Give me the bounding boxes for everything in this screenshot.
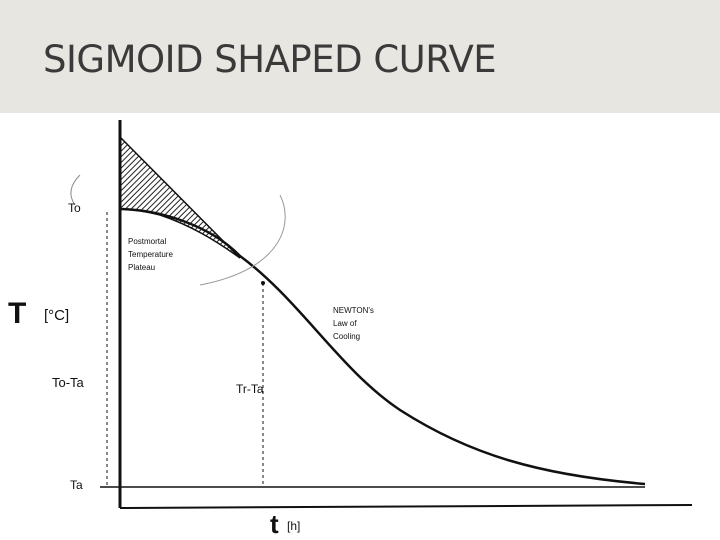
title-bar: SIGMOID SHAPED CURVE: [0, 0, 720, 113]
x-axis: [119, 504, 693, 509]
tr-ta-label: Tr-Ta: [236, 382, 264, 396]
plateau-label-line-1: Postmortal: [128, 237, 166, 246]
sigmoid-cooling-curve: [119, 207, 646, 486]
level-to-ta-label: To-Ta: [52, 375, 85, 390]
cooling-curve-diagram: T [°C] To To-Ta Ta Tr-Ta Postmortal Temp…: [8, 120, 693, 539]
newton-label-line-2: Law of: [333, 319, 357, 328]
y-axis-symbol: T: [8, 297, 26, 330]
x-axis-unit: [h]: [287, 519, 300, 533]
newton-label-line-1: NEWTON's: [333, 306, 374, 315]
newton-label-line-3: Cooling: [333, 332, 360, 341]
level-to-label: To: [68, 201, 81, 215]
plateau-label-line-2: Temperature: [128, 250, 173, 259]
level-ta-label: Ta: [70, 478, 83, 492]
plateau-label-line-3: Plateau: [128, 263, 155, 272]
curve-annotation-arc: [199, 194, 286, 286]
y-axis-unit: [°C]: [44, 307, 69, 324]
slide-title: SIGMOID SHAPED CURVE: [43, 38, 497, 81]
to-annotation-arc: [70, 174, 81, 206]
tr-ta-marker-dot: [261, 281, 265, 285]
x-axis-symbol: t: [270, 509, 279, 539]
